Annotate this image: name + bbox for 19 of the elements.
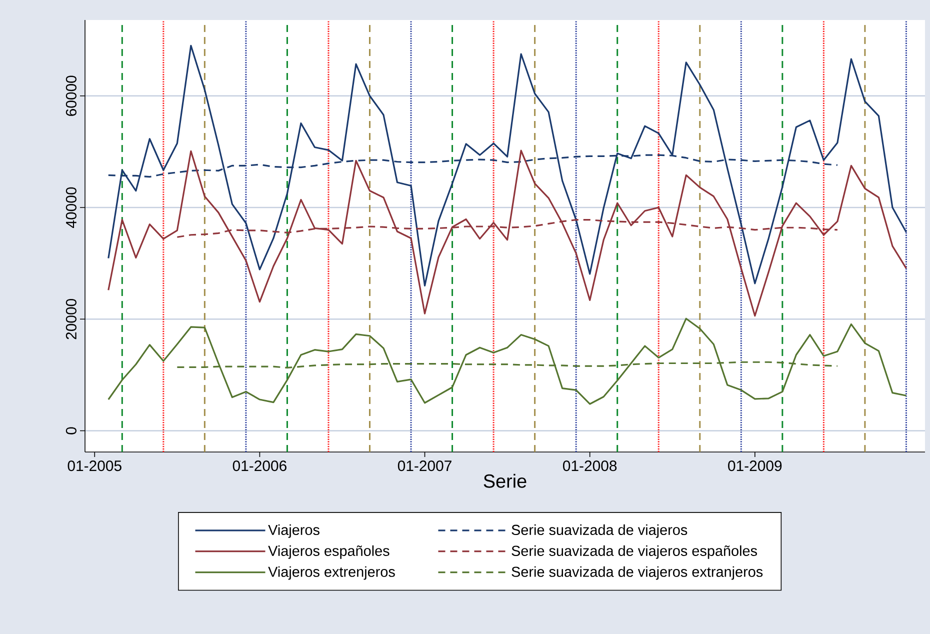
y-tick-label: 20000 [66,298,76,340]
line-series [108,44,908,286]
legend-label: Serie suavizada de viajeros españoles [512,545,757,559]
legend-label: Viajeros [268,524,320,538]
y-tick-label: 60000 [66,76,76,116]
line-series [108,318,908,405]
legend-label: Serie suavizada de viajeros [512,524,688,538]
legend-label: Serie suavizada de viajeros extranjeros [512,566,763,580]
x-tick-label: 01-2006 [232,460,286,472]
y-tick-label: 40000 [66,187,76,228]
x-axis-title: Serie [484,474,526,488]
legend-label: Viajeros españoles [268,545,390,559]
x-tick-label: 01-2007 [398,460,452,472]
line-series [108,150,908,317]
legend-label: Viajeros extrenjeros [268,566,395,580]
x-tick-label: 01-2008 [562,460,617,472]
y-tick-label: 0 [66,427,76,434]
x-tick-label: 01-2009 [728,460,782,472]
x-tick-label: 01-2005 [68,460,122,472]
